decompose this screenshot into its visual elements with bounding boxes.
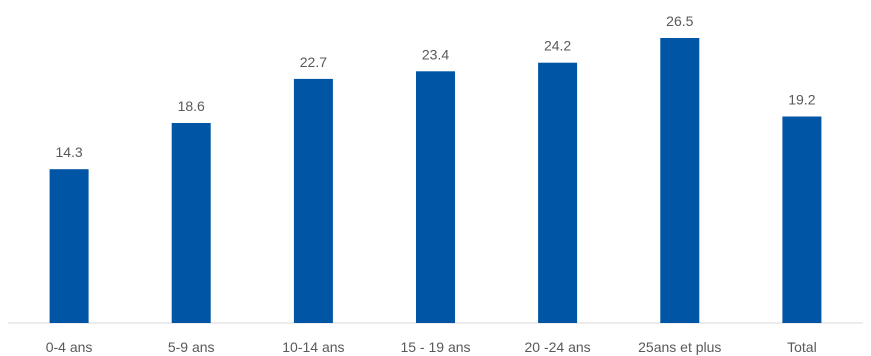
bar-4 [538,62,578,323]
data-label-6: 19.2 [788,92,815,108]
bar-2 [293,78,333,324]
x-tick-label-4: 20 -24 ans [525,339,591,355]
x-tick-label-6: Total [787,339,817,355]
bar-0 [49,169,89,323]
x-tick-labels-group: 0-4 ans 5-9 ans 10-14 ans 15 - 19 ans 20 -24… [46,339,817,355]
x-tick-label-1: 5-9 ans [168,339,215,355]
bar-5 [660,38,700,323]
x-tick-label-3: 15 - 19 ans [400,339,470,355]
bar-1 [171,123,211,323]
data-label-2: 22.7 [300,54,327,70]
data-label-4: 24.2 [544,38,571,54]
bar-6 [782,116,822,323]
data-label-3: 23.4 [422,46,449,62]
x-tick-label-0: 0-4 ans [46,339,93,355]
bar-3 [416,71,455,323]
data-label-0: 14.3 [55,144,82,160]
x-tick-label-2: 10-14 ans [282,339,344,355]
data-labels-group: 14.3 18.6 22.7 23.4 24.2 26.5 19.2 [55,13,815,160]
data-label-1: 18.6 [178,98,205,114]
x-tick-label-5: 25ans et plus [638,339,721,355]
bars-group [49,38,822,324]
data-label-5: 26.5 [666,13,693,29]
